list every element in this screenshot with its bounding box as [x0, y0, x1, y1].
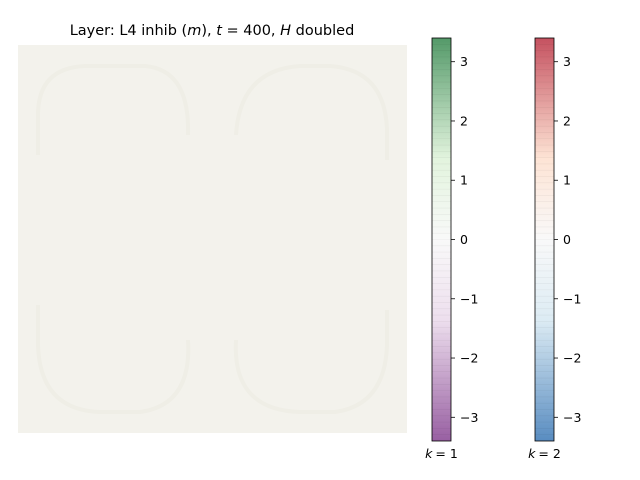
colorbar-tick-label: 1 [460, 173, 468, 188]
colorbar-tick-label: 0 [460, 232, 468, 247]
colorbar-k2: 3 2 1 0 −1 −2 −3 k = 2 [528, 37, 581, 461]
chart-title: Layer: L4 inhib (m), t = 400, H doubled [70, 23, 355, 39]
colorbar-tick-label: −3 [563, 410, 581, 425]
colorbar-tick-label: 2 [460, 113, 468, 128]
colorbar-tick-label: −3 [460, 410, 478, 425]
colorbar-k2-label: k = 2 [528, 446, 561, 461]
loop-top-right [234, 64, 389, 160]
colorbar-tick-label: 2 [563, 113, 571, 128]
colorbar-k1-ticks: 3 2 1 0 −1 −2 −3 [451, 54, 478, 425]
colorbar-k1-stripes [432, 43, 451, 436]
heatmap [18, 45, 407, 433]
loop-top-left [36, 64, 191, 155]
colorbar-k1-label: k = 1 [425, 446, 458, 461]
colorbar-tick-label: −2 [460, 351, 478, 366]
loop-bottom-right [233, 310, 389, 414]
colorbar-k1: 3 2 1 0 −1 −2 −3 k = 1 [425, 37, 478, 461]
colorbar-tick-label: 0 [563, 232, 571, 247]
colorbar-k2-ticks: 3 2 1 0 −1 −2 −3 [554, 54, 581, 425]
heatmap-pattern [36, 64, 389, 414]
colorbar-k2-stripes [535, 43, 554, 436]
colorbar-tick-label: −2 [563, 351, 581, 366]
loop-bottom-left [36, 305, 191, 414]
colorbar-tick-label: −1 [460, 291, 478, 306]
colorbar-tick-label: 1 [563, 173, 571, 188]
heatmap-background [18, 45, 407, 433]
colorbar-tick-label: 3 [563, 54, 571, 69]
colorbar-tick-label: 3 [460, 54, 468, 69]
colorbar-tick-label: −1 [563, 291, 581, 306]
